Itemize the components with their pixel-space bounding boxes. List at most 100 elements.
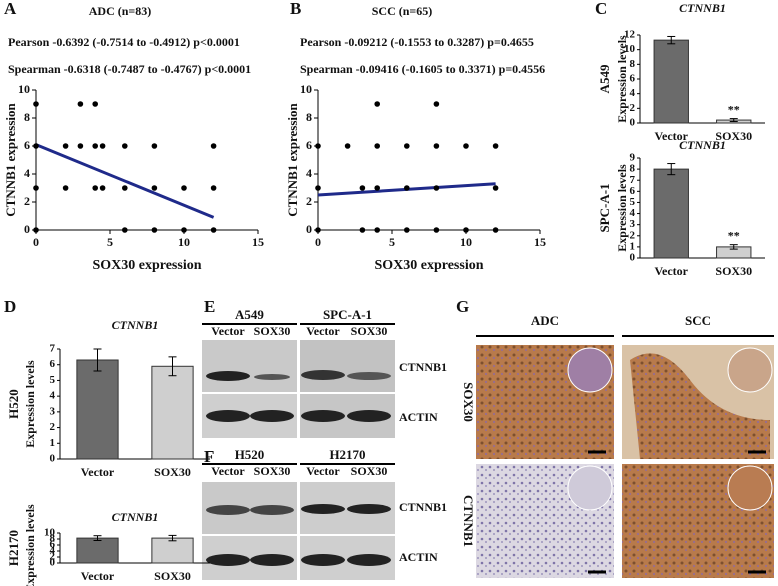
point — [62, 185, 69, 191]
ihc-row: CTNNB1 — [461, 495, 476, 547]
x-tick-label: 15 — [252, 235, 264, 249]
band — [301, 504, 345, 514]
band — [347, 372, 391, 380]
y-tick-label: 8 — [50, 533, 56, 545]
band — [347, 554, 391, 566]
y-tick-label: 8 — [306, 110, 312, 124]
y-tick-label: 0 — [306, 222, 312, 236]
significance: ** — [728, 228, 740, 242]
blot-group: H2170 — [329, 447, 365, 462]
y-tick-label: 0 — [24, 222, 30, 236]
point — [33, 143, 39, 149]
point — [433, 185, 440, 191]
point — [344, 143, 351, 149]
y-tick-label: 2 — [50, 421, 56, 433]
point — [492, 143, 499, 149]
point — [374, 143, 381, 149]
annotation: Spearman -0.6318 (-0.7487 to -0.4767) p<… — [8, 62, 251, 76]
band — [301, 554, 345, 566]
point — [92, 101, 98, 107]
ihc-inset — [727, 465, 773, 511]
point — [433, 227, 440, 233]
lane-label: SOX30 — [254, 324, 291, 338]
y-tick-label: 1 — [50, 437, 56, 449]
y-tick-label: 10 — [18, 82, 30, 96]
y-tick-label: 5 — [50, 374, 56, 386]
point — [315, 227, 321, 233]
point — [374, 185, 381, 191]
band — [206, 410, 250, 422]
point — [463, 227, 469, 233]
y-tick-label: 4 — [50, 390, 56, 402]
blot-panels — [202, 340, 395, 580]
point — [359, 185, 366, 191]
lane-label: SOX30 — [254, 464, 291, 478]
x-tick-label: Vector — [81, 465, 115, 479]
y-tick-label: 4 — [630, 207, 636, 219]
y-axis-label: Expression levels — [23, 360, 37, 448]
y-tick-label: 10 — [300, 82, 312, 96]
annotation: Pearson -0.09212 (-0.1553 to 0.3287) p=0… — [300, 35, 534, 49]
band — [250, 505, 294, 515]
y-tick-label: 0 — [50, 557, 56, 569]
y-tick-label: 2 — [630, 102, 636, 114]
y-tick-label: 7 — [630, 174, 636, 186]
annotation: Pearson -0.6392 (-0.7514 to -0.4912) p<0… — [8, 35, 240, 49]
panel-label: G — [456, 297, 469, 316]
point — [122, 185, 128, 191]
x-tick-label: SOX30 — [154, 465, 191, 479]
panel-label: E — [204, 297, 215, 316]
point — [210, 143, 217, 149]
point — [210, 185, 217, 191]
lane-label: Vector — [306, 464, 340, 478]
x-tick-label: 5 — [107, 235, 113, 249]
chart-title: CTNNB1 — [112, 318, 159, 332]
point — [433, 101, 440, 107]
y-tick-label: 2 — [50, 551, 56, 563]
point — [359, 227, 366, 233]
x-tick-label: 10 — [460, 235, 472, 249]
band — [301, 370, 345, 380]
y-tick-label: 2 — [306, 194, 312, 208]
y-tick-label: 6 — [306, 138, 312, 152]
chart-title: CTNNB1 — [679, 138, 726, 152]
y-axis-label: A549 — [597, 64, 612, 93]
bar — [76, 359, 119, 460]
y-tick-label: 6 — [630, 73, 636, 85]
ihc-inset — [567, 465, 613, 511]
band — [206, 371, 250, 381]
y-tick-label: 6 — [630, 185, 636, 197]
y-tick-label: 4 — [306, 166, 312, 180]
y-tick-label: 8 — [630, 163, 636, 175]
point — [374, 101, 381, 107]
x-tick-label: 10 — [178, 235, 190, 249]
blot-row-label: CTNNB1 — [399, 360, 447, 374]
point — [404, 143, 410, 149]
point — [151, 143, 158, 149]
bar — [76, 537, 119, 564]
x-axis-label: SOX30 expression — [92, 258, 201, 273]
fit-line — [35, 143, 215, 219]
point — [77, 143, 84, 149]
y-tick-label: 6 — [50, 358, 56, 370]
panel-label: A — [4, 0, 17, 18]
y-axis-label: H520 — [6, 389, 21, 419]
chart-title: SCC (n=65) — [372, 4, 433, 18]
x-tick-label: 0 — [315, 235, 321, 249]
y-axis-label: SPC-A-1 — [597, 183, 612, 232]
blot — [202, 340, 297, 392]
point — [404, 185, 410, 191]
y-tick-label: 2 — [24, 194, 30, 208]
y-tick-label: 5 — [630, 196, 636, 208]
point — [33, 227, 39, 233]
chart-title: CTNNB1 — [679, 1, 726, 15]
bar — [653, 39, 689, 124]
point — [99, 143, 106, 149]
point — [99, 185, 106, 191]
x-tick-label: 5 — [389, 235, 395, 249]
y-tick-label: 4 — [24, 166, 30, 180]
blot-group: H520 — [235, 447, 265, 462]
point — [92, 185, 98, 191]
